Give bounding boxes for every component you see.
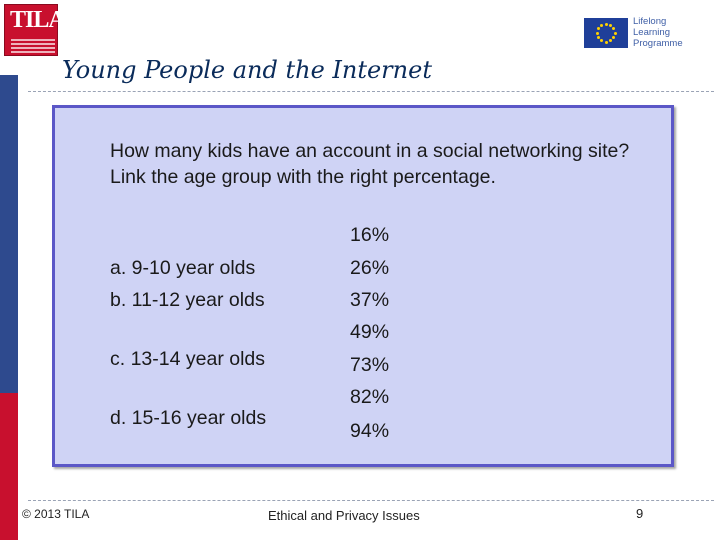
bottom-divider: [28, 500, 714, 501]
eu-star-icon: [613, 31, 617, 35]
footer-title: Ethical and Privacy Issues: [268, 508, 420, 523]
llp-line-2: Learning: [633, 27, 670, 38]
age-group-a: a. 9-10 year olds: [110, 257, 256, 279]
age-group-b: b. 11-12 year olds: [110, 289, 265, 311]
eu-star-icon: [596, 36, 600, 39]
percentage-4: 49%: [350, 321, 390, 343]
footer-copyright: © 2013 TILA: [22, 507, 90, 521]
tila-logo-wordmark: TILA: [10, 7, 66, 33]
eu-star-icon: [612, 27, 616, 30]
percentage-1: 16%: [350, 224, 390, 246]
page-number: 9: [636, 506, 644, 521]
eu-star-icon: [609, 39, 612, 43]
eu-star-icon: [604, 22, 608, 26]
percentage-3: 37%: [350, 289, 390, 311]
llp-line-1: Lifelong: [633, 16, 667, 27]
eu-flag-icon: [584, 18, 628, 48]
eu-star-icon: [612, 36, 616, 39]
eu-star-icon: [609, 23, 612, 27]
age-group-c: c. 13-14 year olds: [110, 348, 266, 370]
question-panel: [52, 105, 674, 467]
tila-logo-subtitle-art: [11, 39, 55, 53]
percentage-6: 82%: [350, 386, 390, 408]
question-text: How many kids have an account in a socia…: [110, 140, 630, 188]
lifelong-learning-logo: Lifelong Learning Programme: [584, 16, 694, 50]
percentage-5: 73%: [350, 354, 390, 376]
top-divider: [28, 91, 714, 92]
eu-star-icon: [596, 27, 600, 30]
percentage-7: 94%: [350, 420, 390, 442]
percentage-2: 26%: [350, 257, 390, 279]
eu-star-icon: [595, 31, 599, 35]
eu-star-icon: [604, 40, 608, 44]
tila-logo: TILA: [4, 4, 66, 56]
left-accent-bar-red: [0, 393, 18, 540]
llp-logo-text: Lifelong Learning Programme: [633, 16, 683, 49]
eu-star-icon: [600, 23, 603, 27]
slide-title: Young People and the Internet: [62, 56, 432, 84]
llp-line-3: Programme: [633, 38, 683, 49]
eu-star-icon: [600, 39, 603, 43]
left-accent-bar-blue: [0, 75, 18, 393]
age-group-d: d. 15-16 year olds: [110, 407, 267, 429]
